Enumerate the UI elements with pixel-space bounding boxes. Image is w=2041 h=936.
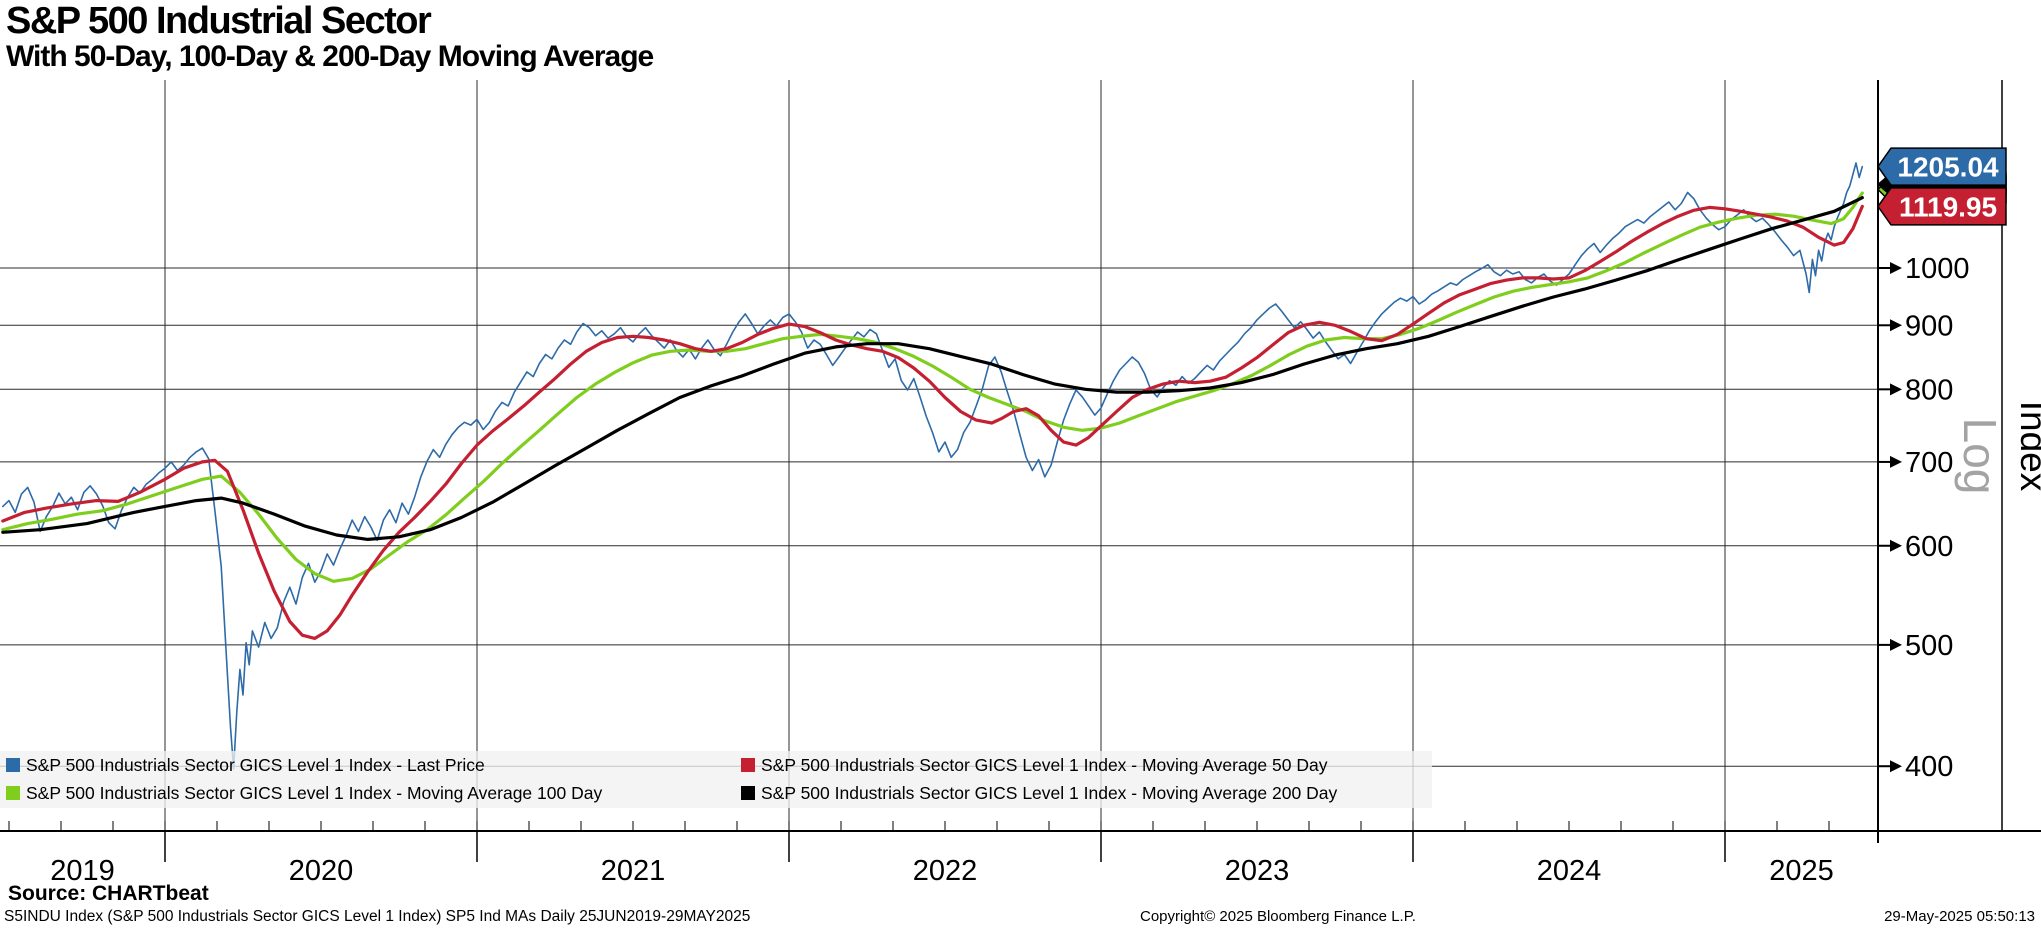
page-subtitle: With 50-Day, 100-Day & 200-Day Moving Av… — [6, 40, 654, 73]
footer-copyright: Copyright© 2025 Bloomberg Finance L.P. — [1140, 908, 1416, 925]
x-tick-label: 2025 — [1769, 855, 1834, 887]
y-tick-label: 800 — [1905, 374, 1953, 406]
legend-item-last-price: S&P 500 Industrials Sector GICS Level 1 … — [6, 755, 741, 776]
legend-label: S&P 500 Industrials Sector GICS Level 1 … — [26, 782, 603, 803]
series-moving-average-50-day — [1, 204, 1864, 641]
y-tick-label: 500 — [1905, 630, 1953, 662]
x-tick-label: 2020 — [289, 855, 354, 887]
svg-text:1205.04: 1205.04 — [1897, 152, 1999, 183]
last-price-swatch-icon — [6, 758, 20, 772]
ma100-swatch-icon — [6, 786, 20, 800]
x-tick-label: 2022 — [913, 855, 978, 887]
tick-arrow-icon — [1890, 383, 1902, 396]
legend-label: S&P 500 Industrials Sector GICS Level 1 … — [761, 782, 1338, 803]
y-axis-title: Index — [2013, 401, 2041, 492]
price-tag-ma50: 1119.95 — [1877, 187, 2007, 226]
page-title: S&P 500 Industrial Sector — [6, 0, 432, 42]
tick-arrow-icon — [1890, 319, 1902, 332]
footer-timestamp: 29-May-2025 05:50:13 — [1884, 908, 2035, 925]
log-scale-label: Log — [1954, 418, 2006, 495]
price-tag-last: 1205.04 — [1877, 147, 2007, 186]
chart-legend: S&P 500 Industrials Sector GICS Level 1 … — [0, 751, 1432, 808]
tick-arrow-icon — [1890, 262, 1902, 274]
tick-arrow-icon — [1890, 539, 1902, 552]
y-tick-label: 600 — [1905, 531, 1953, 563]
tick-arrow-icon — [1890, 760, 1902, 773]
y-tick-label: 900 — [1905, 310, 1953, 342]
legend-item-ma50: S&P 500 Industrials Sector GICS Level 1 … — [741, 755, 1432, 776]
footer-ticker-info: S5INDU Index (S&P 500 Industrials Sector… — [4, 908, 751, 925]
x-tick-label: 2019 — [50, 855, 115, 887]
legend-label: S&P 500 Industrials Sector GICS Level 1 … — [761, 754, 1328, 775]
y-tick-label: 400 — [1905, 751, 1953, 783]
x-tick-label: 2021 — [601, 855, 666, 887]
svg-text:1119.95: 1119.95 — [1899, 191, 1997, 222]
ma50-swatch-icon — [741, 758, 755, 772]
legend-label: S&P 500 Industrials Sector GICS Level 1 … — [26, 754, 485, 775]
tick-arrow-icon — [1890, 455, 1902, 468]
y-tick-label: 1000 — [1905, 253, 1970, 285]
legend-item-ma200: S&P 500 Industrials Sector GICS Level 1 … — [741, 783, 1432, 804]
tick-arrow-icon — [1890, 638, 1902, 651]
x-tick-label: 2023 — [1225, 855, 1290, 887]
series-moving-average-100-day — [1, 191, 1864, 583]
series-last-price — [1, 162, 1864, 770]
footer-source: Source: CHARTbeat — [8, 882, 209, 905]
ma200-swatch-icon — [741, 786, 755, 800]
legend-item-ma100: S&P 500 Industrials Sector GICS Level 1 … — [6, 783, 741, 804]
y-tick-label: 700 — [1905, 447, 1953, 479]
series-moving-average-200-day — [1, 196, 1864, 542]
x-tick-label: 2024 — [1537, 855, 1602, 887]
